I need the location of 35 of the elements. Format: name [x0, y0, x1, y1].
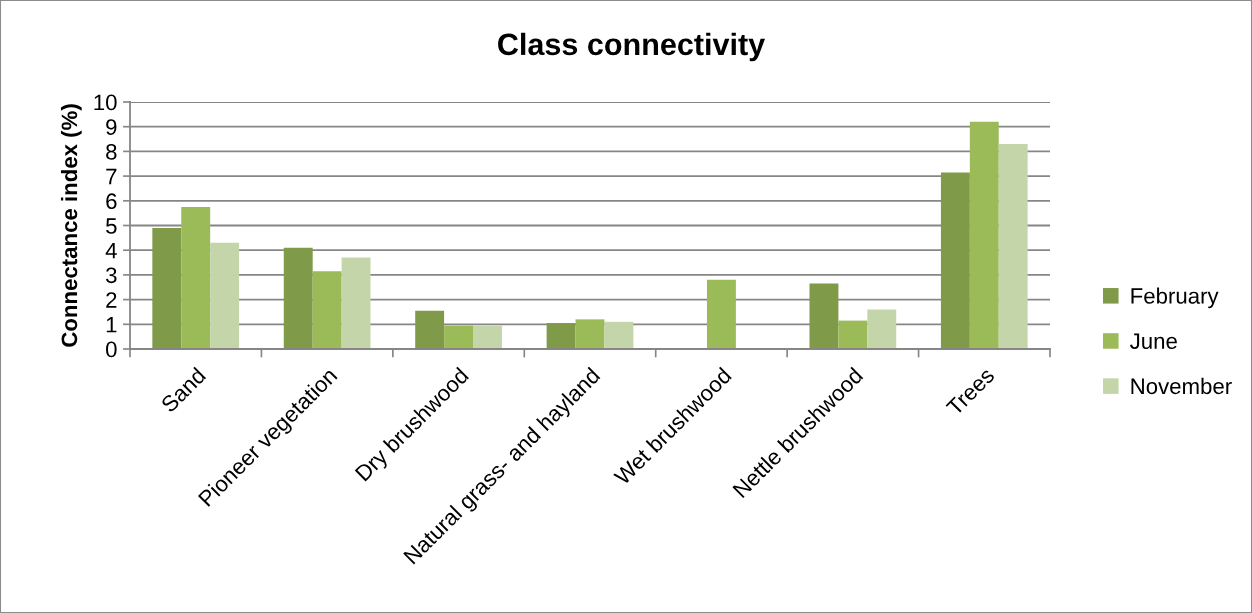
bar — [152, 227, 182, 349]
y-tick-label: 9 — [106, 119, 117, 135]
bar — [575, 319, 605, 349]
bar — [838, 320, 868, 349]
y-tick-label: 1 — [106, 317, 117, 333]
y-tick-label: 6 — [106, 193, 117, 210]
bar — [473, 325, 502, 349]
bar — [998, 143, 1028, 349]
bar — [604, 321, 634, 349]
bar — [341, 257, 371, 349]
bar — [181, 206, 211, 349]
legend-label: June — [1130, 333, 1177, 349]
y-tick-label: 8 — [106, 143, 117, 160]
y-axis-title: Connectance index (%) — [60, 104, 82, 347]
y-tick-label: 7 — [106, 168, 117, 185]
y-tick-label: 2 — [106, 292, 117, 308]
legend-label: February — [1131, 287, 1219, 309]
bar — [283, 247, 313, 349]
bar — [867, 309, 897, 349]
y-tick-label: 10 — [94, 94, 117, 111]
bar — [312, 271, 342, 349]
bar — [546, 323, 576, 349]
bar — [210, 242, 240, 349]
bar — [444, 325, 474, 349]
bar — [706, 279, 736, 349]
y-tick-label: 3 — [105, 267, 117, 284]
y-tick-label: 0 — [106, 341, 117, 358]
legend-label: November — [1131, 377, 1232, 395]
y-tick-label: 4 — [105, 242, 117, 259]
chart-title: Class connectivity — [498, 32, 766, 62]
bar — [809, 283, 839, 349]
bar — [940, 172, 970, 349]
y-tick-label: 5 — [106, 218, 117, 234]
bar — [415, 310, 445, 349]
bar — [969, 121, 999, 349]
